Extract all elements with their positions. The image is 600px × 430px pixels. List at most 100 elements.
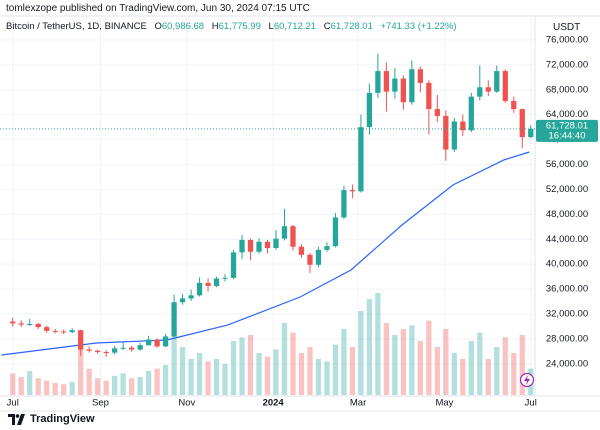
volume-bar (86, 368, 92, 395)
footer: TradingView (8, 413, 95, 425)
symbol: Bitcoin / TetherUS, 1D, BINANCE (6, 21, 147, 32)
volume-bar (511, 353, 517, 395)
volume-bar (392, 335, 398, 395)
candle-body (213, 278, 220, 286)
logo (8, 413, 25, 425)
y-tick-label: 56,000.00 (546, 159, 588, 170)
volume-bar (281, 323, 288, 395)
candle-body (52, 330, 58, 332)
brand: TradingView (30, 413, 95, 425)
moving-average (1, 151, 530, 356)
y-tick-label: 36,000.00 (546, 284, 588, 295)
candle-body (103, 352, 109, 354)
volume-bar (256, 353, 262, 395)
volume-bar (120, 373, 126, 395)
volume-bar (358, 311, 364, 395)
candle-body (10, 321, 16, 324)
candle-body (511, 100, 517, 110)
candle-body (264, 241, 271, 248)
quote-key: C (323, 21, 331, 32)
candle-body (409, 69, 415, 103)
volume-bar (298, 353, 305, 395)
volume-bar (485, 359, 491, 395)
candle-body (86, 349, 92, 351)
volume-bar (69, 381, 75, 395)
volume-bar (162, 365, 169, 395)
candle-body (383, 71, 390, 92)
candle-body (468, 96, 474, 131)
candle-body (477, 87, 483, 97)
symbol-legend: Bitcoin / TetherUS, 1D, BINANCE O60,986.… (6, 21, 457, 32)
candle-body (528, 128, 534, 138)
y-tick-label: 40,000.00 (546, 259, 588, 270)
candle-body (44, 327, 50, 331)
candle-body (375, 71, 381, 93)
y-tick-label: 72,000.00 (546, 59, 588, 70)
volume-bar (375, 293, 381, 395)
x-tick-label: Jul (525, 398, 537, 409)
y-tick-label: 44,000.00 (546, 234, 588, 245)
candle-body (307, 254, 313, 265)
y-tick-label: 76,000.00 (546, 34, 588, 45)
volume-bar (290, 332, 296, 395)
candle-body (324, 246, 330, 250)
y-tick-label: 28,000.00 (546, 333, 588, 344)
x-tick-label: Mar (350, 398, 366, 409)
candle-body (366, 92, 373, 128)
candle-body (341, 190, 347, 218)
candle-body (443, 115, 449, 150)
candle-body (137, 345, 143, 350)
volume-bar (264, 356, 271, 395)
candle-body (162, 336, 169, 347)
candle-body (171, 302, 177, 337)
quote-value: 60,986.68 (161, 21, 205, 32)
last-price-box (536, 119, 598, 142)
volume-bar (145, 371, 152, 395)
volume-bar (171, 329, 177, 395)
quote-key: H (211, 21, 219, 32)
candle-body (417, 69, 423, 83)
candle-body (239, 239, 245, 253)
candle-body (392, 78, 398, 92)
candle-body (61, 331, 67, 333)
x-tick-label: Jul (7, 398, 19, 409)
volume-bar (213, 359, 220, 395)
candle-body (349, 190, 356, 192)
x-tick-label: Nov (178, 398, 195, 409)
quote-value: 61,775.99 (218, 21, 261, 32)
volume-bar (400, 329, 407, 395)
last-price-label: 61,728.01 (546, 120, 588, 131)
change: +741.33 (+1.22%) (380, 21, 457, 32)
volume-bar (366, 299, 373, 395)
candle-body (426, 82, 432, 110)
volume-bar (502, 337, 508, 395)
candle-body (179, 298, 186, 303)
volume-bar (196, 353, 203, 395)
volume-bar (383, 323, 390, 395)
volume-bar (10, 373, 16, 395)
volume-bar (18, 377, 24, 395)
volume-bar (341, 329, 347, 395)
volume-bar (477, 332, 483, 395)
volume-bar (35, 378, 41, 395)
volume-bar (205, 361, 211, 395)
candle-body (18, 323, 24, 325)
candle-body (205, 282, 211, 286)
candle-body (434, 109, 440, 116)
candle-body (230, 252, 237, 278)
candle-body (460, 121, 466, 131)
volume-bar (443, 329, 449, 395)
volume-bar (103, 380, 109, 395)
candle-body (247, 239, 254, 252)
volume-bar (273, 349, 279, 395)
candle-body (298, 246, 305, 255)
alert-bolt (524, 375, 530, 385)
candle-body (451, 121, 457, 150)
volume-bar (307, 347, 313, 395)
candle-body (273, 238, 279, 248)
volume-bar (222, 363, 228, 395)
candle-body (78, 330, 84, 350)
candle-body (128, 347, 135, 350)
volume-bar (460, 359, 466, 395)
